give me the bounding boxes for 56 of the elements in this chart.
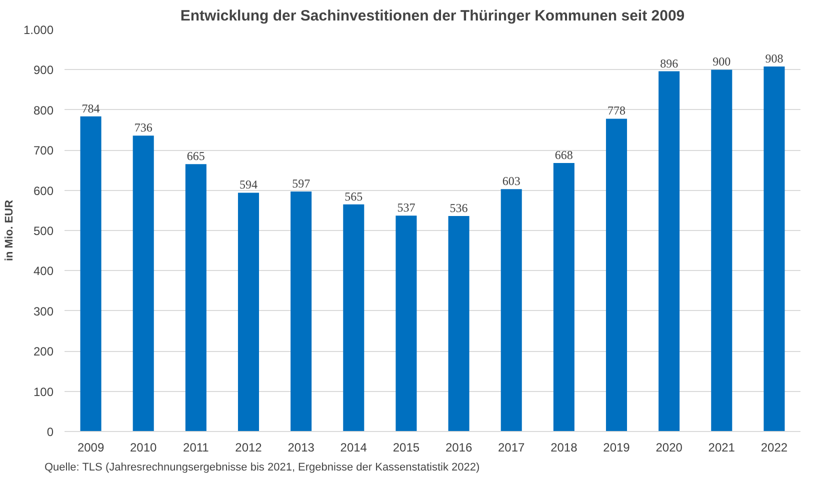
y-tick-label: 700 bbox=[33, 144, 54, 158]
x-tick-label: 2013 bbox=[288, 440, 315, 454]
x-tick-label: 2016 bbox=[445, 440, 472, 454]
x-tick-label: 2014 bbox=[340, 440, 368, 454]
bar bbox=[553, 162, 574, 432]
x-tick-label: 2019 bbox=[603, 440, 630, 454]
data-label: 778 bbox=[608, 104, 626, 118]
data-label: 565 bbox=[344, 189, 363, 204]
y-tick-label: 500 bbox=[33, 224, 54, 238]
y-tick-label: 1.000 bbox=[23, 23, 54, 37]
data-label: 900 bbox=[712, 54, 731, 69]
x-tick-label: 2017 bbox=[498, 440, 526, 454]
data-label: 536 bbox=[450, 201, 468, 216]
bar bbox=[658, 71, 680, 432]
data-label: 603 bbox=[502, 174, 520, 188]
bar bbox=[290, 192, 312, 432]
data-label: 665 bbox=[186, 149, 205, 164]
x-tick-label: 2011 bbox=[183, 440, 210, 454]
y-tick-label: 900 bbox=[33, 63, 54, 78]
y-tick-label: 800 bbox=[33, 103, 54, 118]
x-tick-label: 2012 bbox=[235, 440, 262, 454]
data-label: 668 bbox=[554, 148, 573, 162]
x-tick-label: 2020 bbox=[656, 440, 683, 454]
x-tick-label: 2010 bbox=[130, 440, 158, 454]
bar bbox=[396, 216, 417, 432]
bar bbox=[80, 116, 102, 432]
data-label: 594 bbox=[240, 178, 258, 192]
bar bbox=[500, 189, 522, 432]
data-label: 908 bbox=[765, 51, 784, 66]
bar bbox=[132, 136, 154, 432]
bar bbox=[238, 192, 260, 432]
y-tick-label: 600 bbox=[33, 184, 54, 198]
x-tick-label: 2021 bbox=[708, 440, 736, 454]
data-label: 736 bbox=[134, 120, 152, 135]
bar bbox=[606, 118, 628, 432]
y-tick-label: 200 bbox=[33, 344, 54, 359]
bar bbox=[185, 164, 206, 432]
data-label: 896 bbox=[660, 56, 678, 70]
x-tick-label: 2022 bbox=[760, 440, 788, 454]
y-tick-label: 300 bbox=[33, 304, 54, 318]
source-note: Quelle: TLS (Jahresrechnungsergebnisse bis 2021, Ergebnisse der Kassenstatistik 2022) bbox=[44, 462, 480, 474]
data-label: 537 bbox=[397, 200, 416, 215]
data-label: 784 bbox=[82, 101, 100, 116]
y-tick-label: 0 bbox=[46, 425, 54, 439]
y-axis-title: in Mio. EUR bbox=[3, 200, 16, 262]
bar bbox=[764, 66, 785, 432]
x-tick-label: 2018 bbox=[550, 440, 578, 454]
chart-title: Entwicklung der Sachinvestitionen der Thüringer Kommunen seit 2009 bbox=[180, 8, 685, 24]
bar bbox=[448, 216, 470, 432]
x-tick-label: 2015 bbox=[392, 440, 420, 454]
y-tick-label: 100 bbox=[33, 384, 54, 399]
y-tick-label: 400 bbox=[33, 264, 54, 278]
bar bbox=[711, 70, 732, 432]
x-tick-label: 2009 bbox=[77, 440, 104, 454]
bar bbox=[343, 204, 364, 432]
data-label: 597 bbox=[292, 176, 310, 191]
